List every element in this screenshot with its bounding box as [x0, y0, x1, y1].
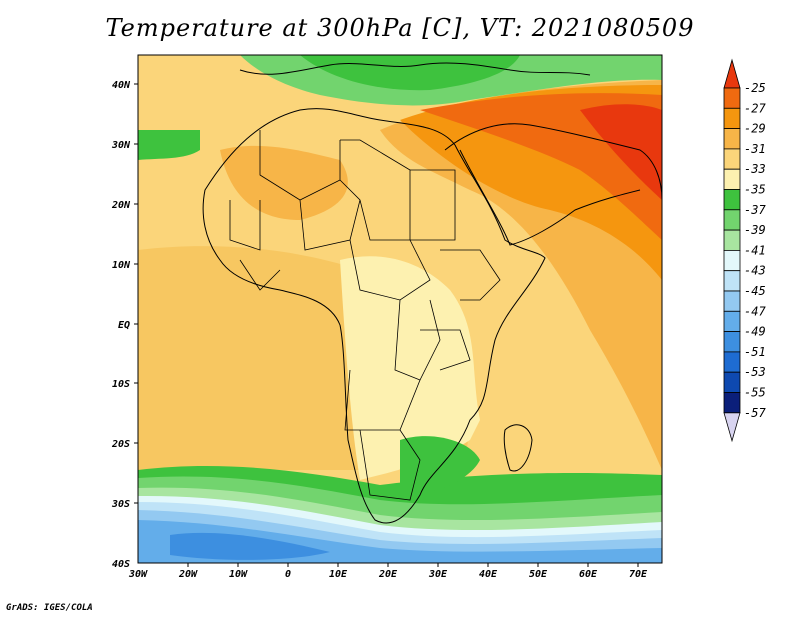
lon-tick-label: 20W	[178, 569, 198, 580]
colorbar-level-label: -51	[744, 345, 766, 359]
colorbar: -25 -27 -29 -31 -33 -35 -37 -39 -41 -43 -45 -47 -49 -…	[723, 58, 766, 443]
lon-tick-label: 0	[285, 569, 291, 580]
lon-tick-label: 30E	[428, 569, 448, 580]
lon-tick-label: 60E	[579, 569, 598, 580]
colorbar-level-label: -39	[744, 223, 766, 237]
colorbar-bottom-arrow	[723, 412, 741, 443]
colorbar-swatch	[723, 249, 741, 272]
temperature-field	[138, 55, 662, 563]
colorbar-swatch	[723, 148, 741, 170]
colorbar-swatch	[723, 270, 741, 292]
colorbar-swatch	[723, 189, 741, 211]
colorbar-level-label: -29	[744, 122, 766, 136]
colorbar-level-label: -27	[744, 101, 766, 115]
lat-tick-label: 20S	[111, 439, 130, 450]
lat-tick-label: 30N	[111, 140, 131, 151]
lon-tick-label: 10E	[329, 569, 348, 580]
colorbar-level-label: -33	[744, 162, 766, 176]
colorbar-swatch	[723, 168, 741, 190]
lon-tick-label: 40E	[479, 569, 498, 580]
colorbar-level-label: -53	[744, 365, 766, 379]
colorbar-swatch	[723, 310, 741, 332]
colorbar-swatch	[723, 392, 741, 414]
lon-tick-label: 10W	[229, 569, 248, 580]
lat-tick-label: 10N	[112, 260, 131, 271]
colorbar-level-label: -55	[744, 386, 766, 400]
colorbar-swatch	[723, 128, 741, 150]
colorbar-level-label: -49	[744, 325, 766, 339]
colorbar-swatch	[723, 229, 741, 251]
colorbar-level-label: -37	[744, 203, 766, 217]
colorbar-level-label: -41	[744, 243, 766, 257]
coastlines	[202, 62, 662, 524]
lon-tick-label: 50E	[529, 569, 548, 580]
latitude-axis: 40N 30N 20N 10N EQ 10S 20S 30S 40S	[111, 80, 138, 570]
colorbar-swatch	[723, 351, 741, 373]
colorbar-swatch	[723, 331, 741, 353]
longitude-axis: 30W 20W 10W 0 10E 20E 30E 40E 50E 60E 70…	[128, 563, 648, 580]
colorbar-top-arrow	[723, 58, 741, 89]
colorbar-swatch	[723, 290, 741, 312]
colorbar-level-label: -57	[744, 406, 766, 420]
plot-frame	[137, 54, 663, 564]
grads-credit: GrADS: IGES/COLA	[6, 603, 93, 613]
lat-tick-label: 10S	[112, 379, 130, 390]
colorbar-level-label: -31	[744, 142, 766, 156]
map-title: Temperature at 300hPa [C], VT: 202108050…	[105, 14, 695, 42]
lat-tick-label: 30S	[111, 499, 130, 510]
colorbar-level-label: -45	[744, 284, 766, 298]
lon-tick-label: 30W	[128, 569, 148, 580]
colorbar-level-label: -25	[744, 81, 766, 95]
lat-tick-label: 20N	[111, 200, 131, 211]
lat-tick-label: 40N	[112, 80, 131, 91]
colorbar-swatch	[723, 371, 741, 393]
colorbar-swatch	[723, 87, 741, 109]
colorbar-swatch	[723, 107, 741, 130]
lat-tick-label: 40S	[112, 559, 130, 570]
colorbar-level-label: -47	[744, 304, 766, 318]
lat-tick-label: EQ	[118, 320, 130, 331]
lon-tick-label: 20E	[378, 569, 398, 580]
country-borders	[229, 130, 501, 501]
colorbar-swatch	[723, 209, 741, 231]
colorbar-level-label: -43	[744, 264, 766, 278]
colorbar-level-label: -35	[744, 183, 766, 197]
lon-tick-label: 70E	[629, 569, 648, 580]
